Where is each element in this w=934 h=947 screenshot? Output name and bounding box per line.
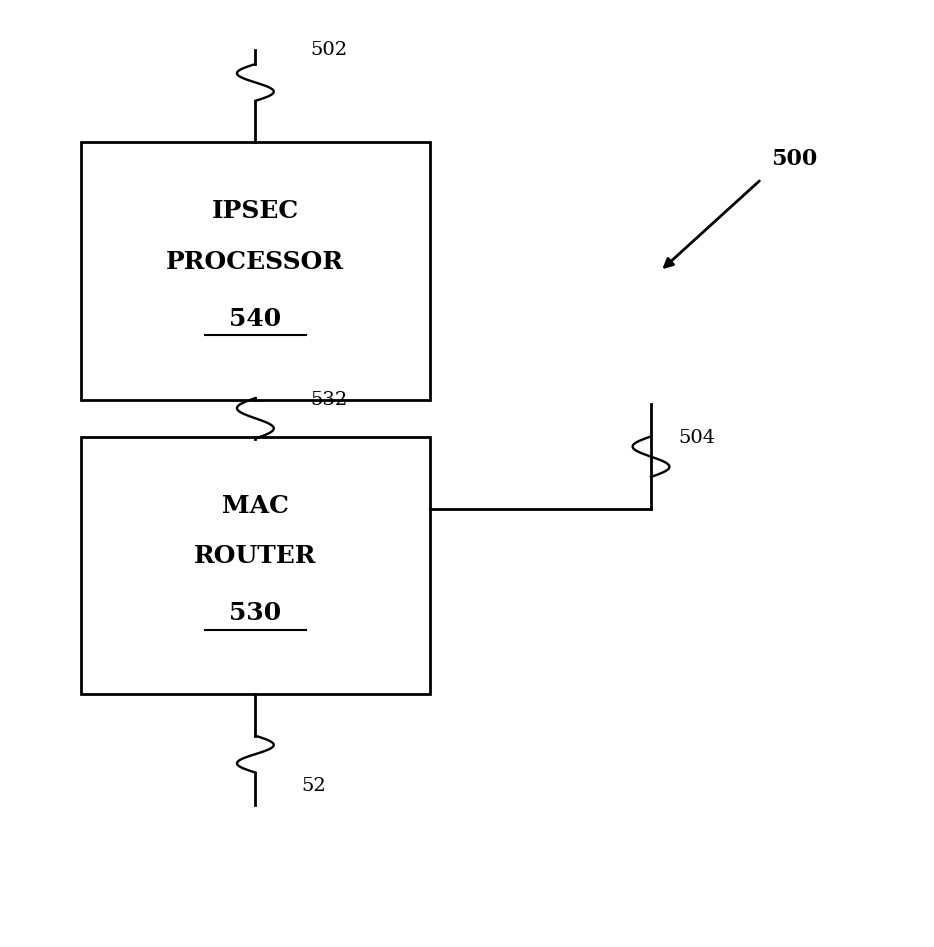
Bar bbox=[80, 142, 431, 400]
Text: 500: 500 bbox=[771, 148, 817, 170]
Text: 532: 532 bbox=[311, 391, 347, 409]
Text: 502: 502 bbox=[311, 42, 347, 60]
Text: ROUTER: ROUTER bbox=[194, 545, 317, 568]
Text: 540: 540 bbox=[230, 307, 281, 331]
Text: 504: 504 bbox=[679, 429, 715, 448]
Bar bbox=[80, 437, 431, 694]
Text: 52: 52 bbox=[302, 777, 326, 795]
Text: 530: 530 bbox=[230, 601, 281, 625]
Text: PROCESSOR: PROCESSOR bbox=[166, 250, 345, 274]
Text: IPSEC: IPSEC bbox=[212, 199, 299, 223]
Text: MAC: MAC bbox=[222, 493, 289, 518]
